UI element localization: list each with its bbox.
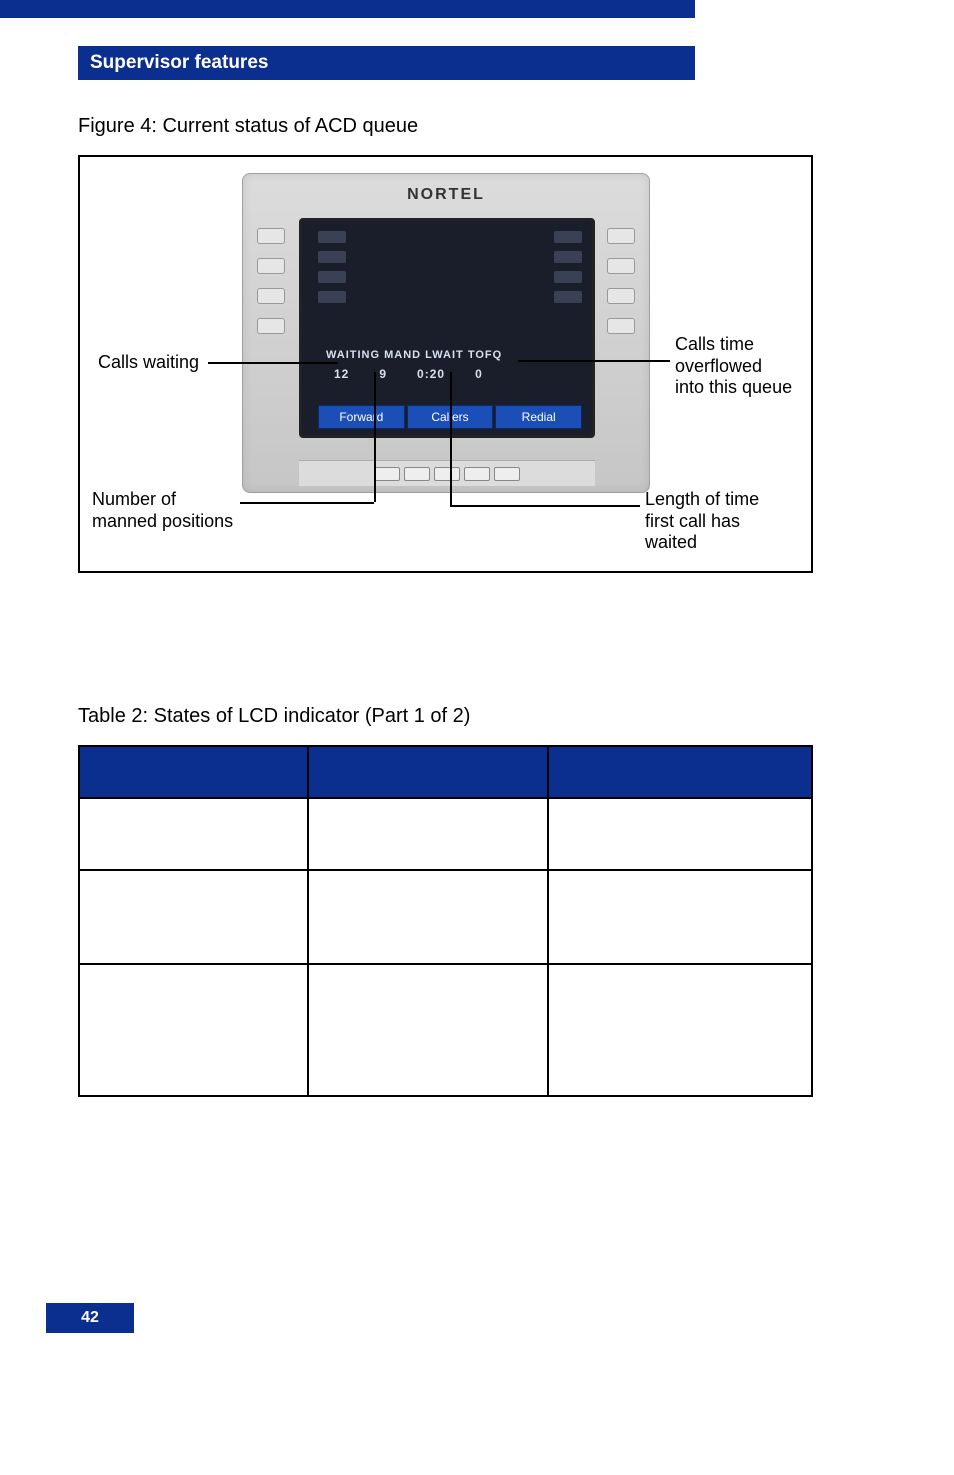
- table-row: [79, 798, 812, 870]
- table-cell: [548, 870, 812, 964]
- phone-brand-label: NORTEL: [243, 186, 649, 204]
- table-header-cell: [548, 746, 812, 798]
- val-waiting: 12: [334, 367, 349, 381]
- figure-caption: Figure 4: Current status of ACD queue: [78, 115, 418, 138]
- table-cell: [79, 798, 308, 870]
- page-number: 42: [46, 1303, 134, 1333]
- screen-line-slots: [318, 231, 582, 311]
- ann-rb2: first call has: [645, 511, 759, 533]
- line-keys-right: [607, 228, 635, 334]
- line-key[interactable]: [607, 288, 635, 304]
- val-tofq: 0: [475, 367, 483, 381]
- line-key[interactable]: [257, 228, 285, 244]
- slot-icon: [318, 291, 346, 303]
- line-key[interactable]: [257, 258, 285, 274]
- phone-device: NORTEL: [242, 173, 650, 493]
- phone-screen: WAITING MAND LWAIT TOFQ 12 9 0:20 0 Forw…: [299, 218, 595, 438]
- table-header-cell: [79, 746, 308, 798]
- line-key[interactable]: [257, 288, 285, 304]
- line-key[interactable]: [607, 258, 635, 274]
- hw-key[interactable]: [464, 467, 490, 481]
- ann-rb1: Length of time: [645, 489, 759, 511]
- hw-key[interactable]: [434, 467, 460, 481]
- hw-key[interactable]: [404, 467, 430, 481]
- val-lwait: 0:20: [417, 367, 445, 381]
- ann-manned-positions: Number of manned positions: [92, 489, 233, 532]
- callout-line: [450, 505, 640, 507]
- slot-icon: [554, 291, 582, 303]
- line-key[interactable]: [607, 318, 635, 334]
- top-blue-strip: [0, 0, 695, 18]
- callout-line: [208, 362, 338, 364]
- ann-calls-waiting: Calls waiting: [98, 352, 199, 374]
- hw-key[interactable]: [494, 467, 520, 481]
- slot-icon: [318, 231, 346, 243]
- ann-r1: Calls time: [675, 334, 792, 356]
- callout-line: [374, 372, 376, 502]
- ann-length-waited: Length of time first call has waited: [645, 489, 759, 554]
- callout-line: [240, 502, 374, 504]
- table-cell: [308, 798, 547, 870]
- table-cell: [308, 870, 547, 964]
- line-keys-left: [257, 228, 285, 334]
- slot-icon: [318, 271, 346, 283]
- ann-overflowed: Calls time overflowed into this queue: [675, 334, 792, 399]
- line-key[interactable]: [607, 228, 635, 244]
- slot-icon: [554, 251, 582, 263]
- section-header-title: Supervisor features: [90, 52, 268, 74]
- brand-text: NORTEL: [407, 186, 485, 203]
- table-header-row: [79, 746, 812, 798]
- hw-key[interactable]: [374, 467, 400, 481]
- section-header: Supervisor features: [78, 46, 695, 80]
- figure-box: NORTEL: [78, 155, 813, 573]
- ann-line2: manned positions: [92, 511, 233, 533]
- ann-r2: overflowed: [675, 356, 792, 378]
- table-row: [79, 964, 812, 1096]
- ann-rb3: waited: [645, 532, 759, 554]
- callout-line: [450, 372, 452, 505]
- slot-icon: [554, 271, 582, 283]
- slot-icon: [318, 251, 346, 263]
- table-cell: [79, 964, 308, 1096]
- table-caption: Table 2: States of LCD indicator (Part 1…: [78, 705, 470, 728]
- callout-line: [518, 360, 670, 362]
- table-header-cell: [308, 746, 547, 798]
- softkey-forward[interactable]: Forward: [318, 405, 405, 429]
- val-mand: 9: [379, 367, 387, 381]
- table-row: [79, 870, 812, 964]
- table-cell: [548, 964, 812, 1096]
- ann-line1: Number of: [92, 489, 233, 511]
- softkey-redial[interactable]: Redial: [495, 405, 582, 429]
- ann-r3: into this queue: [675, 377, 792, 399]
- line-key[interactable]: [257, 318, 285, 334]
- bottom-hardware-keys: [299, 460, 595, 486]
- table-cell: [308, 964, 547, 1096]
- table-cell: [548, 798, 812, 870]
- table-cell: [79, 870, 308, 964]
- slot-icon: [554, 231, 582, 243]
- page-number-value: 42: [81, 1309, 99, 1327]
- page: Supervisor features Figure 4: Current st…: [0, 0, 954, 1475]
- states-table: [78, 745, 813, 1097]
